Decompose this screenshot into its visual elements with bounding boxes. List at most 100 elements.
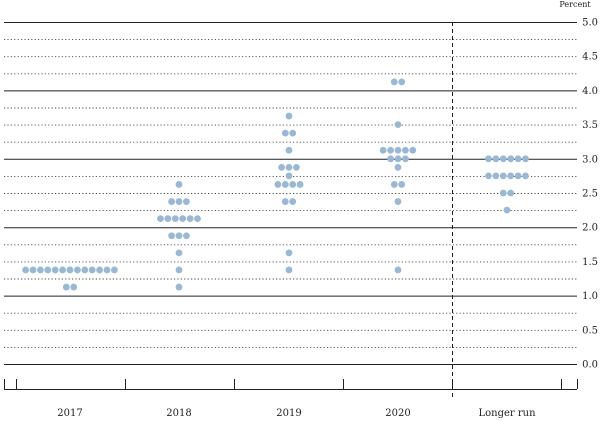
participant-dot xyxy=(281,198,289,205)
participant-dot xyxy=(186,215,194,223)
y-tick-label: 4.0 xyxy=(582,86,598,97)
participant-dot xyxy=(387,146,394,154)
participant-dot xyxy=(499,155,507,163)
participant-dot xyxy=(168,232,176,240)
y-axis-unit-label: Percent xyxy=(559,0,591,9)
participant-dot xyxy=(22,266,29,274)
participant-dot xyxy=(111,266,118,274)
x-category-label: Longer run xyxy=(478,408,536,419)
participant-dot xyxy=(522,172,529,180)
participant-dot xyxy=(394,121,402,128)
participant-dot xyxy=(394,198,402,205)
participant-dot xyxy=(171,215,179,223)
participant-dot xyxy=(96,266,103,274)
participant-dot xyxy=(285,249,293,257)
y-tick-label: 1.5 xyxy=(582,257,598,268)
participant-dot xyxy=(168,198,176,205)
participant-dot xyxy=(503,206,511,214)
y-tick-label: 4.5 xyxy=(582,52,598,63)
participant-dot xyxy=(507,189,515,197)
participant-dot xyxy=(175,249,183,257)
participant-dot xyxy=(398,78,406,86)
participant-dot xyxy=(175,198,183,205)
participant-dot xyxy=(394,146,402,154)
y-tick-label: 3.0 xyxy=(582,154,598,165)
participant-dot xyxy=(164,215,172,223)
x-category-label: 2018 xyxy=(166,408,191,419)
participant-dot xyxy=(179,215,187,223)
participant-dot xyxy=(507,172,515,180)
participant-dot xyxy=(402,146,409,154)
participant-dot xyxy=(296,181,304,188)
x-category-label: 2019 xyxy=(276,408,301,419)
participant-dot xyxy=(390,181,398,188)
participant-dot xyxy=(175,283,183,291)
participant-dot xyxy=(499,172,507,180)
dots-layer xyxy=(22,78,529,291)
gridlines xyxy=(4,22,577,365)
participant-dot xyxy=(492,172,500,180)
x-axis: 2017 2018 2019 2020 Longer run xyxy=(4,379,578,419)
participant-dot xyxy=(514,155,522,163)
participant-dot xyxy=(285,266,293,274)
participant-dot xyxy=(281,181,289,188)
participant-dot xyxy=(29,266,37,274)
participant-dot xyxy=(37,266,44,274)
participant-dot xyxy=(62,283,70,291)
participant-dot xyxy=(175,266,183,274)
participant-dot xyxy=(51,266,59,274)
participant-dot xyxy=(289,198,297,205)
participant-dot xyxy=(66,266,74,274)
participant-dot xyxy=(394,163,402,171)
participant-dot xyxy=(285,172,293,180)
y-tick-label: 2.0 xyxy=(582,223,598,234)
participant-dot xyxy=(289,129,297,137)
participant-dot xyxy=(507,155,515,163)
x-category-label: 2020 xyxy=(385,408,410,419)
participant-dot xyxy=(157,215,164,223)
x-category-label: 2017 xyxy=(57,408,82,419)
y-tick-label: 0.0 xyxy=(582,360,598,371)
participant-dot xyxy=(499,189,507,197)
participant-dot xyxy=(485,155,492,163)
participant-dot xyxy=(394,266,402,274)
participant-dot xyxy=(274,181,282,188)
participant-dot xyxy=(522,155,529,163)
participant-dot xyxy=(402,155,409,163)
participant-dot xyxy=(285,112,293,120)
participant-dot xyxy=(379,146,387,154)
participant-dot xyxy=(285,146,293,154)
participant-dot xyxy=(175,232,183,240)
participant-dot xyxy=(59,266,66,274)
participant-dot xyxy=(390,78,398,86)
y-tick-label: 2.5 xyxy=(582,189,598,200)
participant-dot xyxy=(183,198,190,205)
participant-dot xyxy=(281,129,289,137)
participant-dot xyxy=(81,266,89,274)
y-tick-label: 5.0 xyxy=(582,18,598,29)
participant-dot xyxy=(175,181,183,188)
participant-dot xyxy=(70,283,78,291)
participant-dot xyxy=(103,266,111,274)
participant-dot xyxy=(492,155,500,163)
y-tick-label: 3.5 xyxy=(582,120,598,131)
participant-dot xyxy=(74,266,81,274)
participant-dot xyxy=(514,172,522,180)
participant-dot xyxy=(44,266,52,274)
participant-dot xyxy=(289,181,297,188)
y-axis-tick-labels: 0.0 0.5 1.0 1.5 2.0 2.5 3.0 3.5 4.0 4.5 5.0 xyxy=(582,18,598,371)
participant-dot xyxy=(387,155,394,163)
participant-dot xyxy=(194,215,201,223)
y-tick-label: 0.5 xyxy=(582,325,598,336)
y-tick-label: 1.0 xyxy=(582,291,598,302)
participant-dot xyxy=(293,163,300,171)
participant-dot xyxy=(278,163,285,171)
participant-dot xyxy=(394,155,402,163)
participant-dot xyxy=(398,181,406,188)
participant-dot xyxy=(285,163,293,171)
participant-dot xyxy=(183,232,190,240)
participant-dot xyxy=(409,146,417,154)
participant-dot xyxy=(485,172,492,180)
participant-dot xyxy=(88,266,96,274)
